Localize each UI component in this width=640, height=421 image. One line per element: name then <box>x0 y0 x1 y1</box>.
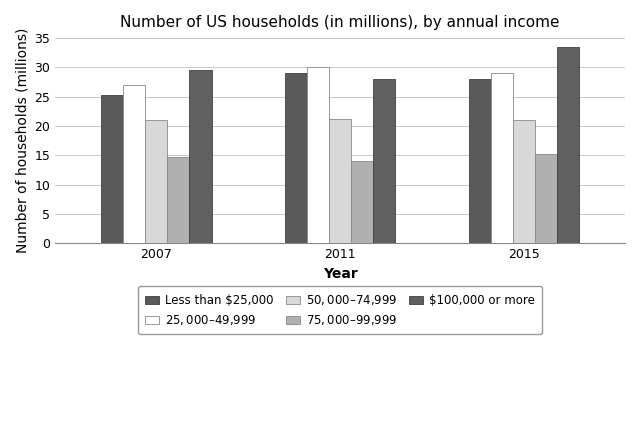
Bar <box>491 73 513 243</box>
Bar <box>351 161 373 243</box>
Bar <box>329 119 351 243</box>
Bar <box>557 47 579 243</box>
Bar <box>189 70 211 243</box>
Bar <box>307 67 329 243</box>
Bar <box>124 85 145 243</box>
Title: Number of US households (in millions), by annual income: Number of US households (in millions), b… <box>120 15 560 30</box>
Y-axis label: Number of households (millions): Number of households (millions) <box>15 28 29 253</box>
Bar <box>535 154 557 243</box>
Bar <box>145 120 168 243</box>
Bar <box>373 79 396 243</box>
Bar <box>285 73 307 243</box>
Bar <box>513 120 535 243</box>
Bar <box>168 157 189 243</box>
Legend: Less than $25,000, $25,000–$49,999, $50,000–$74,999, $75,000–$99,999, $100,000 o: Less than $25,000, $25,000–$49,999, $50,… <box>138 286 542 334</box>
X-axis label: Year: Year <box>323 266 358 280</box>
Bar <box>468 79 491 243</box>
Bar <box>101 95 124 243</box>
